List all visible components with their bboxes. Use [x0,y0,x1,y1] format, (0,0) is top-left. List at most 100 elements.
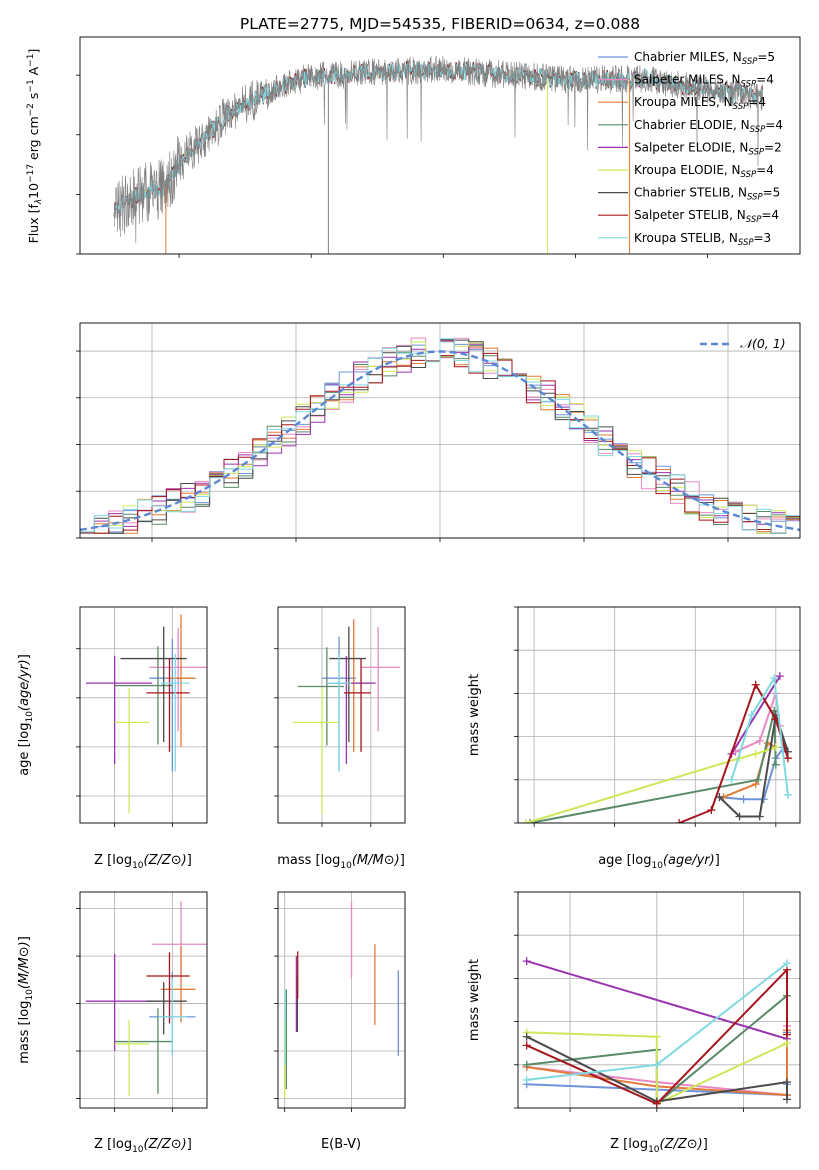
legend-sub: SSP [747,193,763,203]
weight-marker [522,819,531,823]
weight-marker [675,819,684,823]
weight-marker [526,819,535,823]
legend-entry: Salpeter STELIB, NSSP=4 [634,208,779,225]
weight-marker [522,1075,531,1084]
y-axis-label: age [log10(age/yr)] [17,654,35,776]
plot-content [113,55,764,254]
plot-area [278,607,405,823]
legend-sub: SSP [742,57,758,67]
x-axis-label: Z [log10(Z/Z⊙)] [610,1137,708,1155]
weight-marker [522,1041,531,1050]
legend-suffix: =5 [757,50,775,64]
legend-entry: Salpeter MILES, NSSP=4 [634,73,774,90]
weight-marker [707,806,716,815]
legend-entry: Chabrier ELODIE, NSSP=4 [634,118,783,135]
legend-suffix: =4 [748,95,766,109]
weight-vs-metallicity-panel: Z [log10(Z/Z⊙)] mass weight [467,891,801,1155]
x-axis-label: Z [log10(Z/Z⊙)] [94,853,192,871]
legend-entry: Chabrier MILES, NSSP=5 [634,50,775,67]
plot-area [518,607,800,823]
weight-marker [652,1099,661,1108]
x-axis-label: mass [log10(M/M⊙)] [277,853,405,871]
plot-content [85,614,207,814]
plot-content [85,901,207,1097]
weight-marker [783,754,792,763]
plot-frame [79,36,801,255]
plot-frame [79,322,801,539]
weight-line [730,677,789,796]
plot-content [284,901,399,1099]
observed-spectrum-line [114,55,763,244]
legend-sub: SSP [748,147,764,157]
plot-frame [79,606,208,824]
residual-histogram [80,338,800,534]
weight-marker [735,812,744,821]
legend-entry: Kroupa STELIB, NSSP=3 [634,231,771,248]
weight-line [526,968,788,1105]
legend-suffix: =4 [765,118,783,132]
plot-area [278,892,405,1108]
weight-marker [770,674,779,683]
plot-frame [517,606,801,824]
plot-content [522,672,792,823]
weight-marker [783,790,792,799]
legend-label: Kroupa ELODIE, N [634,163,741,177]
legend-suffix: =4 [756,73,774,87]
legend-label: Kroupa STELIB, N [634,231,738,245]
weight-marker [782,1039,791,1048]
legend-entry: Kroupa MILES, NSSP=4 [634,95,766,112]
legend-entry: Chabrier STELIB, NSSP=5 [634,186,780,203]
age-vs-mass-panel: mass [log10(M/M⊙)] [274,606,406,871]
mass-vs-metallicity-panel: Z [log10(Z/Z⊙)] mass [log10(M/M⊙)] [17,891,208,1155]
weight-marker [755,736,764,745]
figure-title: PLATE=2775, MJD=54535, FIBERID=0634, z=0… [240,15,640,33]
plot-content [292,619,401,814]
legend-entry: Salpeter ELODIE, NSSP=2 [634,140,782,157]
legend-entry: Kroupa ELODIE, NSSP=4 [634,163,774,180]
weight-line [525,746,777,823]
plot-frame [277,891,406,1109]
legend-sub: SSP [733,102,749,112]
weight-marker [771,743,780,752]
legend-label: Chabrier MILES, N [634,50,742,64]
legend-suffix: =5 [763,186,781,200]
weight-marker [782,1095,791,1104]
weight-marker [727,775,736,784]
weight-line [526,1035,788,1103]
weight-marker [739,795,748,804]
weight-vs-age-panel: age [log10(age/yr)] mass weight [467,606,801,871]
y-axis-label: mass weight [467,959,482,1041]
mass-vs-extinction-panel: E(B-V) [274,891,406,1152]
weight-line [526,960,788,1040]
legend-sub: SSP [741,170,757,180]
legend-suffix: =4 [756,163,774,177]
legend-sub: SSP [741,80,757,90]
weight-marker [751,749,760,758]
weight-marker [775,672,784,681]
y-axis-label: Flux [fλ10−17 erg cm−2 s−1 A−1] [26,49,44,244]
weight-marker [522,1060,531,1069]
weight-marker [751,680,760,689]
weight-marker [771,760,780,769]
legend-sub: SSP [746,215,762,225]
age-vs-metallicity-panel: Z [log10(Z/Z⊙)] age [log10(age/yr)] [17,606,208,871]
weight-marker [652,1060,661,1069]
normal-distribution-curve [80,350,800,531]
legend-label: Salpeter STELIB, N [634,208,746,222]
y-axis-label: mass weight [467,674,482,756]
weight-marker [751,780,760,789]
plot-content [522,957,791,1108]
weight-line [730,675,781,755]
legend-label: Salpeter MILES, N [634,73,741,87]
weight-marker [747,711,756,719]
weight-line [529,709,777,823]
plot-frame [277,606,406,824]
legend-sub: SSP [750,125,766,135]
x-axis-label: age [log10(age/yr)] [598,853,720,871]
legend-suffix: =4 [761,208,779,222]
weight-marker [754,775,763,784]
x-axis-label: Z [log10(Z/Z⊙)] [94,1137,192,1155]
